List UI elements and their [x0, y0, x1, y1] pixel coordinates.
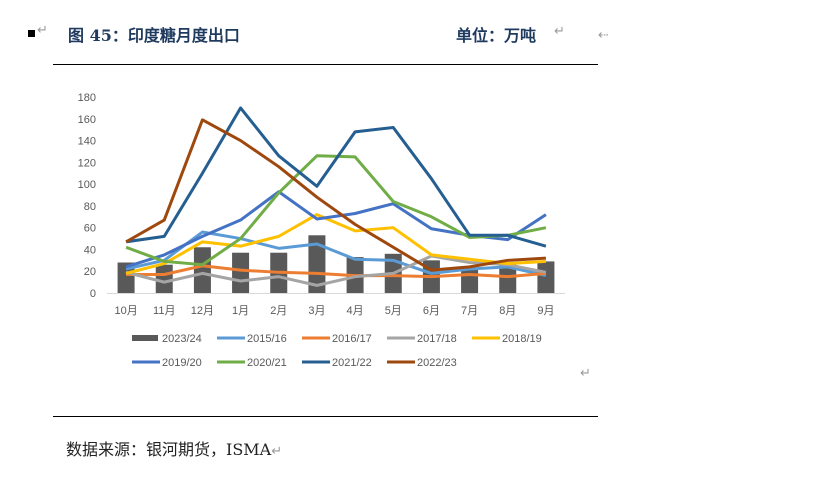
y-tick-label: 60	[84, 223, 96, 235]
line-break-icon: ⇠	[598, 28, 609, 43]
legend-item: 2022/23	[387, 357, 457, 369]
line-series-2022-23	[125, 118, 547, 272]
x-tick-label: 10月	[114, 305, 137, 317]
legend-label: 2021/22	[332, 357, 372, 369]
top-divider	[53, 64, 598, 65]
legend-label: 2020/21	[247, 357, 287, 369]
legend-item: 2018/19	[472, 333, 542, 345]
x-tick-label: 1月	[232, 305, 249, 317]
x-tick-label: 12月	[191, 305, 214, 317]
figure-header: ↵ 图 45：印度糖月度出口 单位：万吨 ↵ ⇠	[24, 20, 624, 48]
bar-2023-24	[117, 262, 135, 293]
figure-title: 图 45：印度糖月度出口	[68, 26, 240, 45]
line-series-2018-19	[125, 213, 547, 275]
line-series-2015-16	[125, 230, 547, 278]
legend-item: 2020/21	[217, 357, 287, 369]
x-tick-label: 5月	[385, 305, 402, 317]
source-note: 数据来源：银河期货，ISMA↵	[66, 436, 282, 460]
bar-2023-24	[232, 252, 250, 293]
paragraph-mark-icon: ↵	[554, 24, 565, 39]
x-tick-label: 3月	[308, 305, 325, 317]
legend-label: 2019/20	[162, 357, 202, 369]
legend-label: 2023/24	[162, 333, 202, 345]
bar-2023-24	[537, 261, 555, 293]
x-tick-label: 2月	[270, 305, 287, 317]
y-tick-label: 120	[78, 157, 96, 169]
y-tick-label: 160	[78, 114, 96, 126]
legend-label: 2015/16	[247, 333, 287, 345]
x-tick-label: 8月	[499, 305, 516, 317]
legend: 2023/24 2015/16 2016/17 2017/18 2018/19 2019/…	[132, 333, 542, 369]
line-series-2017-18	[125, 254, 547, 287]
y-tick-label: 40	[84, 244, 96, 256]
legend-item: 2017/18	[387, 333, 457, 345]
legend-item: 2016/17	[302, 333, 372, 345]
line-series-2020-21	[125, 154, 547, 267]
y-tick-label: 100	[78, 179, 96, 191]
y-tick-label: 80	[84, 201, 96, 213]
bar-2023-24	[308, 235, 326, 293]
legend-label: 2022/23	[417, 357, 457, 369]
paragraph-mark-icon: ↵	[271, 444, 283, 459]
x-axis: 10月 11月 12月 1月 2月 3月 4月 5月 6月 7月 8月 9月	[114, 305, 554, 317]
legend-item: 2019/20	[132, 357, 202, 369]
legend-label: 2018/19	[502, 333, 542, 345]
source-text: 数据来源：银河期货，ISMA	[66, 440, 272, 459]
line-series-2016-17	[126, 264, 547, 279]
legend-item: 2021/22	[302, 357, 372, 369]
bullet-icon	[28, 30, 35, 37]
x-tick-label: 6月	[423, 305, 440, 317]
line-series-2019-20	[125, 190, 547, 269]
paragraph-mark-icon: ↵	[37, 23, 48, 38]
y-tick-label: 140	[78, 136, 96, 148]
legend-swatch	[132, 335, 158, 341]
bar-series-2023-24	[117, 235, 555, 293]
x-tick-label: 11月	[153, 305, 175, 317]
bar-2023-24	[499, 264, 517, 293]
y-tick-label: 0	[90, 288, 96, 300]
line-series	[125, 106, 547, 287]
legend-item: 2023/24	[132, 333, 202, 345]
bar-2023-24	[155, 264, 173, 293]
x-tick-label: 7月	[461, 305, 478, 317]
bottom-divider	[53, 416, 598, 417]
export-chart: 0 20 40 60 80 100 120 140 160 180 10月 11月 12月 1月 2月 3月…	[78, 92, 565, 369]
legend-label: 2017/18	[417, 333, 457, 345]
bar-2023-24	[461, 269, 479, 293]
unit-label: 单位：万吨	[456, 26, 537, 45]
line-series-2021-22	[125, 106, 547, 248]
x-tick-label: 4月	[347, 305, 364, 317]
y-tick-label: 180	[78, 92, 96, 104]
x-tick-label: 9月	[537, 305, 554, 317]
legend-item: 2015/16	[217, 333, 287, 345]
y-axis: 0 20 40 60 80 100 120 140 160 180	[78, 92, 96, 300]
paragraph-mark-icon: ↵	[580, 366, 591, 381]
bar-2023-24	[193, 247, 211, 293]
y-tick-label: 20	[84, 266, 96, 278]
legend-label: 2016/17	[332, 333, 372, 345]
